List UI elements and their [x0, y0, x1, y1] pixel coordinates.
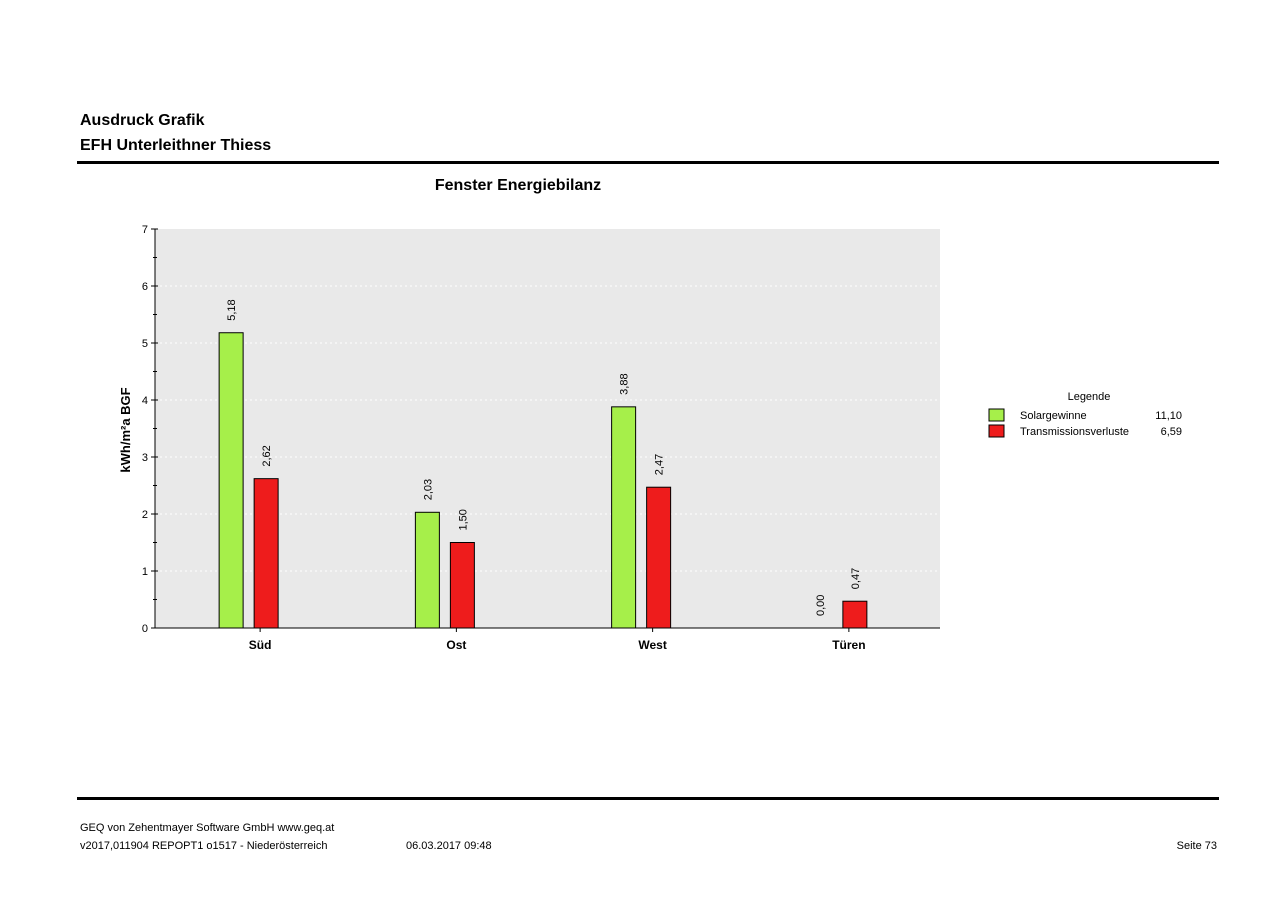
x-tick-label: Türen [832, 638, 865, 652]
data-label: 1,50 [457, 509, 469, 530]
x-tick-label: Ost [446, 638, 466, 652]
y-tick-label: 5 [142, 338, 148, 350]
data-label: 5,18 [226, 299, 238, 320]
legend-label: Solargewinne [1020, 410, 1087, 422]
bar-transmissionsverluste [646, 486, 672, 629]
data-label: 0,47 [850, 568, 862, 589]
y-tick-label: 3 [142, 452, 148, 464]
footer-page: Seite 73 [1176, 840, 1217, 852]
data-label: 2,03 [422, 479, 434, 500]
x-tick-label: West [638, 638, 666, 652]
footer-company: GEQ von Zehentmayer Software GmbH www.ge… [80, 822, 335, 834]
legend-swatch [988, 424, 1005, 438]
legend-label: Transmissionsverluste [1020, 426, 1129, 438]
legend-swatch [988, 408, 1005, 422]
y-tick-label: 2 [142, 509, 148, 521]
footer-divider [77, 797, 1219, 800]
bar-solargewinne [611, 406, 637, 629]
footer-date: 06.03.2017 09:48 [406, 840, 492, 852]
project-name: EFH Unterleithner Thiess [80, 137, 272, 154]
bar-solargewinne [414, 511, 440, 629]
y-tick-label: 1 [142, 566, 148, 578]
legend-title: Legende [1068, 391, 1111, 403]
report-title: Ausdruck Grafik [80, 112, 205, 129]
legend: Legende Solargewinne 11,10 Transmissionsve… [988, 391, 1182, 438]
y-tick-label: 6 [142, 281, 148, 293]
data-label: 2,62 [261, 445, 273, 466]
bar-transmissionsverluste [449, 542, 475, 629]
data-label: 3,88 [619, 373, 631, 394]
y-tick-label: 7 [142, 224, 148, 236]
data-label: 0,00 [815, 595, 827, 616]
legend-total: 11,10 [1155, 410, 1182, 422]
data-label: 2,47 [654, 454, 666, 475]
plot-area [155, 229, 940, 628]
x-tick-label: Süd [249, 638, 272, 652]
header-divider [77, 161, 1219, 164]
y-axis-label: kWh/m²a BGF [118, 387, 133, 472]
bar-transmissionsverluste [842, 600, 868, 629]
y-tick-label: 0 [142, 623, 148, 635]
footer-version: v2017,011904 REPOPT1 o1517 - Niederöster… [80, 840, 328, 852]
y-tick-label: 4 [142, 395, 148, 407]
bar-solargewinne [218, 332, 244, 629]
chart-title: Fenster Energiebilanz [435, 177, 601, 194]
bar-transmissionsverluste [253, 478, 279, 629]
legend-total: 6,59 [1161, 426, 1182, 438]
